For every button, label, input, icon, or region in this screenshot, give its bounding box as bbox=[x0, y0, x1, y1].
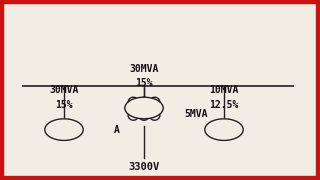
Text: 12.5%: 12.5% bbox=[209, 100, 239, 110]
Text: 30MVA: 30MVA bbox=[49, 85, 79, 95]
Text: 30MVA: 30MVA bbox=[129, 64, 159, 74]
Text: 5MVA: 5MVA bbox=[184, 109, 207, 119]
Circle shape bbox=[205, 119, 243, 140]
Text: 15%: 15% bbox=[135, 78, 153, 88]
Circle shape bbox=[125, 97, 163, 119]
Text: 3300V: 3300V bbox=[128, 162, 160, 172]
Text: A: A bbox=[114, 125, 120, 135]
Text: 15%: 15% bbox=[55, 100, 73, 110]
Text: 10MVA: 10MVA bbox=[209, 85, 239, 95]
Circle shape bbox=[45, 119, 83, 140]
